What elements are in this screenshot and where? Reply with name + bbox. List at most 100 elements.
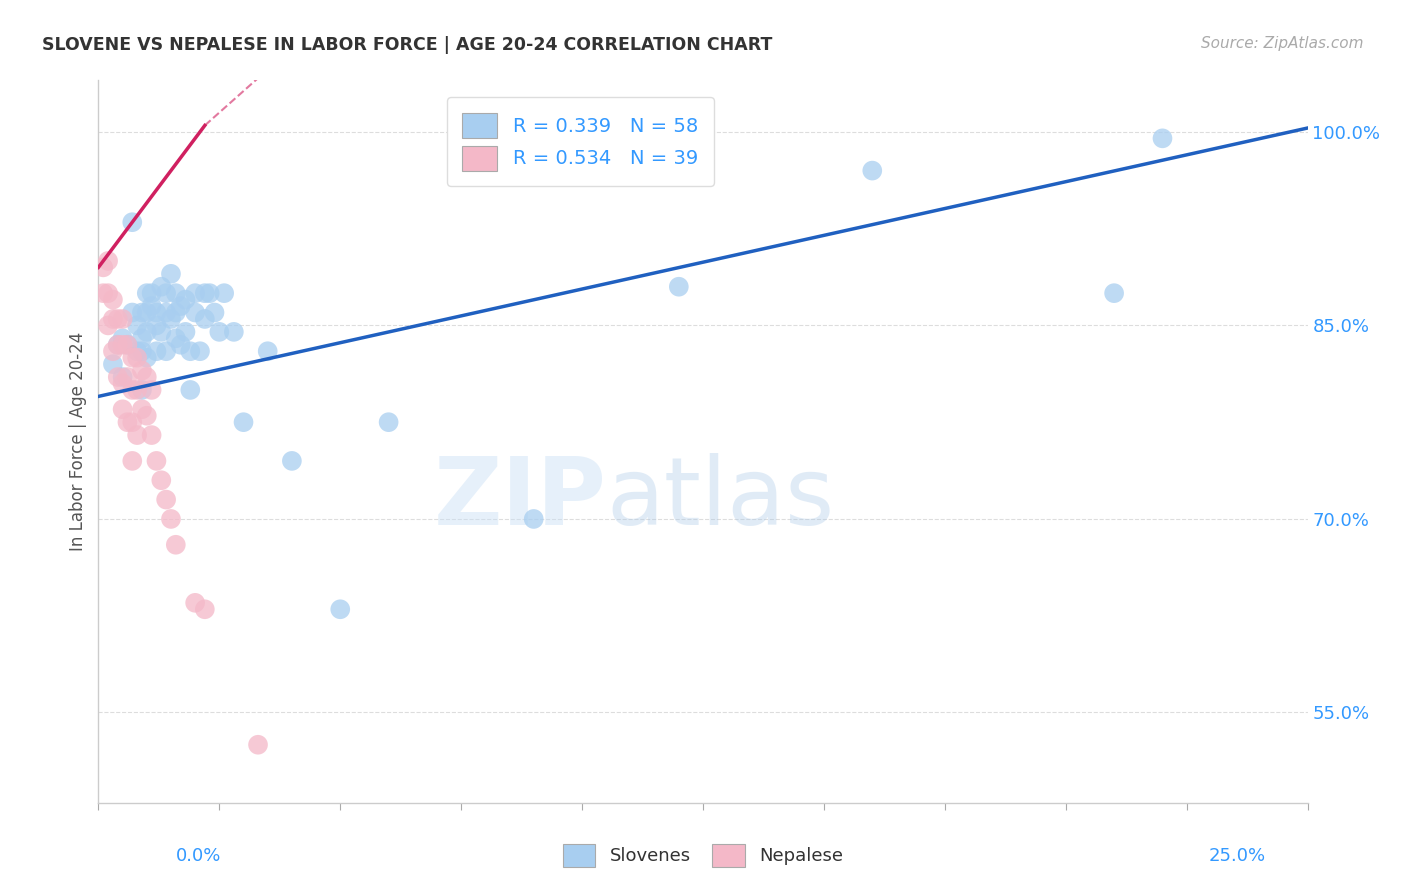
Point: [127, 383, 149, 397]
Point: [121, 215, 143, 229]
Point: [165, 331, 187, 345]
Point: [169, 338, 191, 352]
Point: [212, 286, 235, 301]
Point: [127, 344, 149, 359]
Point: [194, 602, 217, 616]
Point: [111, 376, 134, 391]
Text: Source: ZipAtlas.com: Source: ZipAtlas.com: [1201, 36, 1364, 51]
Point: [165, 286, 187, 301]
Point: [155, 305, 177, 319]
Point: [247, 738, 270, 752]
Point: [101, 357, 124, 371]
Point: [256, 344, 278, 359]
Point: [127, 351, 149, 365]
Point: [131, 344, 153, 359]
Point: [204, 305, 226, 319]
Text: atlas: atlas: [606, 453, 835, 545]
Point: [523, 512, 546, 526]
Text: 0.0%: 0.0%: [176, 847, 221, 865]
Point: [165, 538, 187, 552]
Point: [131, 383, 153, 397]
Point: [101, 312, 124, 326]
Point: [188, 344, 211, 359]
Point: [131, 402, 153, 417]
Point: [121, 454, 143, 468]
Point: [141, 428, 163, 442]
Point: [329, 602, 352, 616]
Point: [141, 286, 163, 301]
Point: [111, 331, 134, 345]
Point: [97, 318, 120, 333]
Point: [127, 428, 149, 442]
Point: [184, 596, 207, 610]
Point: [668, 279, 690, 293]
Point: [117, 370, 139, 384]
Point: [860, 163, 883, 178]
Point: [131, 331, 153, 345]
Point: [194, 286, 217, 301]
Point: [111, 402, 134, 417]
Point: [160, 267, 183, 281]
Point: [91, 260, 114, 275]
Point: [165, 305, 187, 319]
Point: [1152, 131, 1174, 145]
Legend: Slovenes, Nepalese: Slovenes, Nepalese: [555, 837, 851, 874]
Point: [155, 344, 177, 359]
Point: [160, 312, 183, 326]
Point: [107, 338, 129, 352]
Point: [232, 415, 254, 429]
Point: [121, 305, 143, 319]
Point: [145, 318, 167, 333]
Point: [131, 305, 153, 319]
Point: [127, 318, 149, 333]
Point: [222, 325, 245, 339]
Point: [150, 325, 173, 339]
Point: [145, 305, 167, 319]
Point: [141, 383, 163, 397]
Point: [117, 338, 139, 352]
Point: [179, 383, 201, 397]
Point: [150, 473, 173, 487]
Point: [160, 512, 183, 526]
Point: [107, 312, 129, 326]
Point: [135, 351, 157, 365]
Point: [117, 415, 139, 429]
Point: [107, 338, 129, 352]
Point: [97, 253, 120, 268]
Point: [121, 351, 143, 365]
Point: [91, 286, 114, 301]
Point: [145, 344, 167, 359]
Point: [208, 325, 231, 339]
Point: [111, 312, 134, 326]
Text: SLOVENE VS NEPALESE IN LABOR FORCE | AGE 20-24 CORRELATION CHART: SLOVENE VS NEPALESE IN LABOR FORCE | AGE…: [42, 36, 772, 54]
Text: 25.0%: 25.0%: [1208, 847, 1265, 865]
Legend: R = 0.339   N = 58, R = 0.534   N = 39: R = 0.339 N = 58, R = 0.534 N = 39: [447, 97, 714, 186]
Point: [150, 279, 173, 293]
Y-axis label: In Labor Force | Age 20-24: In Labor Force | Age 20-24: [69, 332, 87, 551]
Point: [1102, 286, 1125, 301]
Point: [111, 338, 134, 352]
Point: [101, 293, 124, 307]
Point: [107, 370, 129, 384]
Point: [155, 286, 177, 301]
Point: [135, 325, 157, 339]
Point: [169, 299, 191, 313]
Point: [111, 370, 134, 384]
Point: [135, 305, 157, 319]
Point: [135, 286, 157, 301]
Point: [135, 370, 157, 384]
Point: [155, 492, 177, 507]
Point: [145, 454, 167, 468]
Point: [101, 344, 124, 359]
Point: [194, 312, 217, 326]
Point: [174, 293, 197, 307]
Point: [179, 344, 201, 359]
Point: [97, 286, 120, 301]
Text: ZIP: ZIP: [433, 453, 606, 545]
Point: [141, 299, 163, 313]
Point: [174, 325, 197, 339]
Point: [135, 409, 157, 423]
Point: [121, 415, 143, 429]
Point: [198, 286, 221, 301]
Point: [117, 338, 139, 352]
